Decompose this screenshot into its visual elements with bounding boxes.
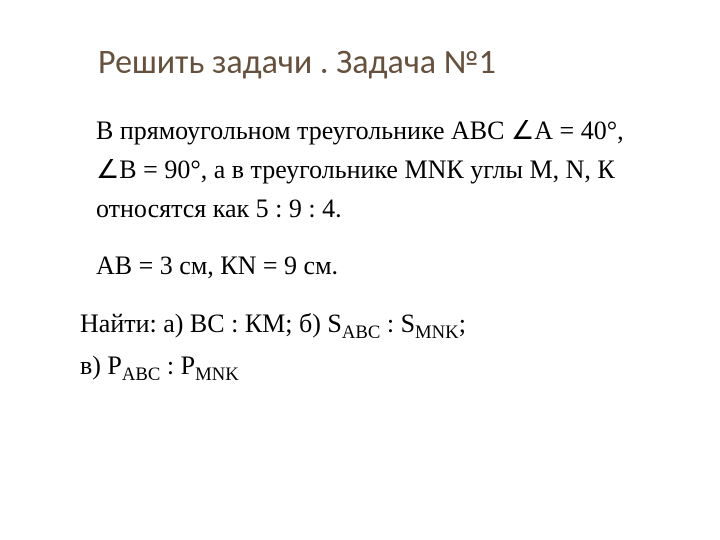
sub-abc-2: ABC — [122, 364, 160, 385]
colon-p: : Р — [160, 351, 195, 380]
problem-paragraph-2: АВ = 3 см, КN = 9 см. — [96, 246, 644, 285]
find-a-b-text: Найти: а) ВС : КМ; б) S — [80, 309, 342, 338]
find-block: Найти: а) ВС : КМ; б) SABC : SMNK; в) РA… — [80, 303, 664, 386]
slide-title: Решить задачи . Задача №1 — [98, 42, 664, 83]
slide-container: Решить задачи . Задача №1 В прямоугольно… — [0, 0, 720, 540]
find-line-1: Найти: а) ВС : КМ; б) SABC : SMNK; — [80, 303, 664, 345]
colon-s: : S — [380, 309, 415, 338]
find-c-prefix: в) Р — [80, 351, 122, 380]
problem-body: В прямоугольном треугольнике АВС ∠А = 40… — [96, 111, 644, 285]
sub-abc-1: ABC — [342, 322, 380, 343]
problem-paragraph-1: В прямоугольном треугольнике АВС ∠А = 40… — [96, 111, 644, 228]
semicolon: ; — [459, 309, 466, 338]
sub-mnk-1: MNK — [415, 322, 459, 343]
sub-mnk-2: MNK — [195, 364, 239, 385]
find-line-2: в) РABC : РMNK — [80, 345, 664, 387]
